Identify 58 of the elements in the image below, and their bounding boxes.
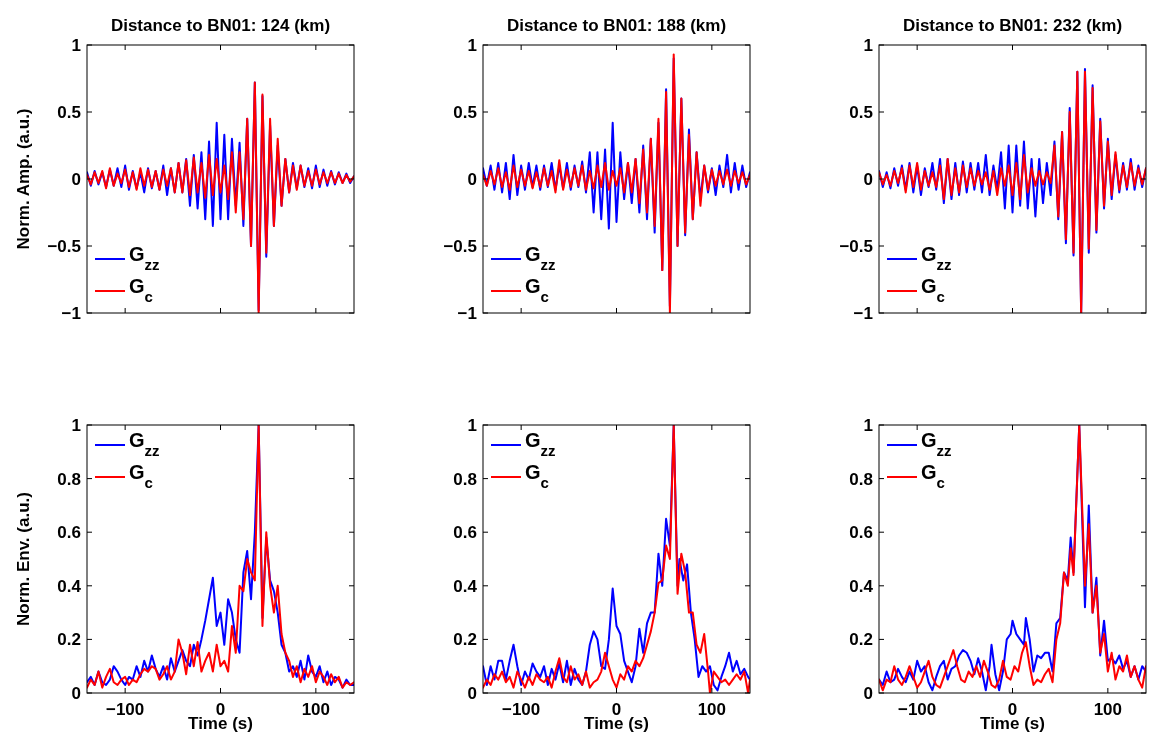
y-tick-label: 0	[467, 169, 477, 189]
y-tick-label: 0.8	[57, 469, 81, 489]
y-tick-label: 0.2	[453, 630, 477, 650]
y-axis-title: Norm. Env. (a.u.)	[14, 492, 33, 626]
y-tick-label: 1	[71, 35, 81, 55]
legend-label: G$_{zz}$	[921, 243, 952, 273]
legend-label: G$_{c}$	[921, 275, 945, 305]
y-tick-label: 0.6	[57, 523, 81, 543]
y-tick-label: −1	[853, 303, 873, 323]
y-tick-label: 0	[863, 169, 873, 189]
line-series	[87, 425, 354, 689]
x-tick-label: 100	[1093, 700, 1123, 719]
y-tick-label: −0.5	[47, 236, 81, 256]
legend-label: G$_{zz}$	[921, 429, 952, 459]
y-tick-label: 1	[863, 35, 873, 55]
chart-title: Distance to BN01: 124 (km)	[110, 16, 331, 35]
legend-label: G$_{c}$	[525, 461, 549, 491]
x-tick-label: −100	[105, 700, 145, 719]
legend-label: G$_{zz}$	[129, 243, 160, 273]
x-tick-label: 100	[301, 700, 331, 719]
legend-label: G$_{zz}$	[525, 243, 556, 273]
x-tick-label: 100	[697, 700, 727, 719]
y-tick-label: 0.8	[453, 469, 477, 489]
y-tick-label: 0	[71, 169, 81, 189]
chart-title: Distance to BN01: 188 (km)	[506, 16, 727, 35]
y-tick-label: −0.5	[443, 236, 477, 256]
y-tick-label: −0.5	[839, 236, 873, 256]
legend-label: G$_{c}$	[129, 461, 153, 491]
y-tick-label: −1	[457, 303, 477, 323]
y-tick-label: 0.6	[849, 523, 873, 543]
y-tick-label: 0.4	[453, 576, 478, 596]
y-tick-label: 0	[863, 683, 873, 703]
y-tick-label: −1	[61, 303, 81, 323]
y-tick-label: 1	[71, 415, 81, 435]
chart-title: Distance to BN01: 232 (km)	[902, 16, 1123, 35]
y-tick-label: 0.4	[57, 576, 82, 596]
y-tick-label: 1	[863, 415, 873, 435]
legend-label: G$_{c}$	[921, 461, 945, 491]
line-series	[879, 425, 1146, 692]
y-tick-label: 0.4	[849, 576, 874, 596]
y-axis-title: Norm. Amp. (a.u.)	[14, 108, 33, 250]
y-tick-label: 0.5	[849, 102, 873, 122]
y-tick-label: 0.5	[57, 102, 81, 122]
y-tick-label: 0.5	[453, 102, 477, 122]
y-tick-label: 0.8	[849, 469, 873, 489]
legend-label: G$_{c}$	[525, 275, 549, 305]
y-tick-label: 0.2	[57, 630, 81, 650]
y-tick-label: 1	[467, 415, 477, 435]
legend-label: G$_{zz}$	[129, 429, 160, 459]
legend-label: G$_{zz}$	[525, 429, 556, 459]
legend-label: G$_{c}$	[129, 275, 153, 305]
y-tick-label: 0	[467, 683, 477, 703]
y-tick-label: 0.6	[453, 523, 477, 543]
y-tick-label: 0	[71, 683, 81, 703]
y-tick-label: 0.2	[849, 630, 873, 650]
y-tick-label: 1	[467, 35, 477, 55]
x-tick-label: −100	[897, 700, 937, 719]
x-tick-label: −100	[501, 700, 541, 719]
